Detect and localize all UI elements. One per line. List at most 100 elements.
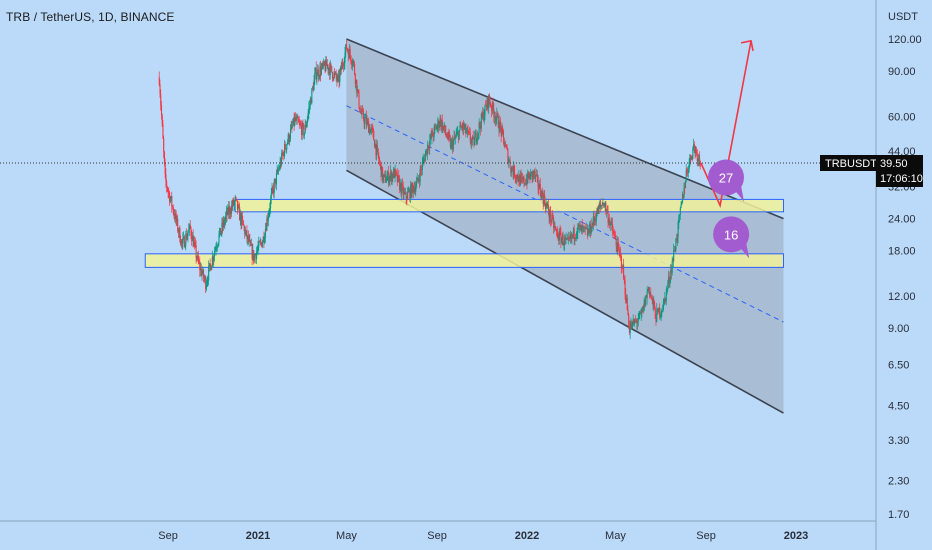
candle-body (207, 280, 209, 282)
candle-body (685, 170, 687, 182)
zone-callouts: 27 16 (707, 159, 750, 259)
y-axis[interactable]: 120.0090.0060.0044.0032.0024.0018.0012.0… (888, 34, 922, 521)
candle-body (314, 67, 317, 74)
support-zone-27[interactable] (234, 198, 784, 213)
candle-body (589, 223, 591, 234)
candle-body (478, 122, 480, 133)
candle-body (225, 215, 227, 221)
candle-body (418, 179, 420, 181)
support-zone-16[interactable] (144, 253, 784, 268)
candle-body (191, 235, 194, 241)
candle-body (639, 312, 641, 314)
candle-body (597, 208, 599, 214)
candle-body (218, 234, 220, 244)
candle-body (239, 213, 241, 221)
candle-body (609, 223, 611, 226)
candle-body (596, 208, 598, 217)
candle-body (569, 234, 572, 239)
candle-body (698, 154, 700, 160)
candle-body (361, 109, 363, 114)
candle-body (669, 279, 671, 282)
candle-body (363, 119, 365, 124)
candle-body (540, 194, 542, 199)
candle-body (690, 156, 692, 160)
candle-body (595, 216, 597, 222)
candle-body (646, 291, 648, 298)
candle-body (329, 64, 331, 75)
candle-body (433, 127, 435, 137)
candle-body (371, 127, 373, 129)
candle-body (350, 55, 352, 62)
candle-body (536, 174, 538, 177)
candle-body (645, 295, 647, 307)
candle-body (637, 319, 639, 322)
candle-body (322, 63, 324, 66)
candle-body (365, 116, 367, 125)
candle-body (392, 174, 394, 178)
candle-body (446, 137, 449, 139)
candle-body (525, 179, 527, 185)
candle-body (192, 235, 194, 247)
candle-body (469, 131, 471, 134)
candle-body (233, 199, 235, 205)
candle-body (271, 187, 273, 194)
candle-body (457, 131, 460, 140)
projection-line[interactable] (700, 40, 752, 209)
candle-body (298, 120, 300, 123)
candle-body (174, 213, 177, 220)
candle-body (552, 215, 554, 218)
candle-body (479, 122, 481, 126)
candle-body (624, 279, 626, 295)
candle-body (507, 149, 509, 163)
candle-body (408, 189, 410, 192)
candle-body (401, 183, 403, 194)
candle-body (494, 116, 496, 118)
candle-body (438, 124, 440, 129)
candle-body (614, 234, 616, 236)
last-price-tag (876, 155, 923, 187)
candle-body (279, 161, 281, 169)
candle-body (170, 196, 172, 199)
candle-body (634, 320, 636, 324)
candle-body (576, 232, 578, 235)
candle-body (643, 299, 645, 311)
candle-body (173, 212, 175, 215)
candle-body (354, 74, 356, 84)
candle-body (211, 266, 213, 271)
candle-body (376, 145, 378, 149)
candle-body (193, 241, 195, 247)
candle-body (632, 319, 634, 322)
projection-path[interactable] (700, 39, 754, 209)
channel-upper-line[interactable] (346, 38, 784, 220)
candle-body (305, 124, 307, 128)
candle-body (567, 237, 569, 239)
candle-body (518, 174, 520, 182)
candle-body (644, 299, 646, 307)
candle-body (569, 237, 571, 239)
candle-body (182, 238, 184, 244)
candle-body (621, 267, 623, 269)
candle-body (197, 255, 199, 259)
support-zones[interactable] (144, 198, 784, 268)
candle-body (515, 177, 517, 179)
candle-body (368, 127, 370, 133)
channel-midline[interactable] (346, 105, 784, 323)
candle-body (270, 193, 272, 199)
candle-body (288, 134, 290, 142)
candle-body (259, 241, 261, 243)
candle-body (180, 239, 182, 245)
candle-body (611, 224, 614, 231)
x-axis[interactable]: Sep 2021 May Sep 2022 May Sep 2023 (158, 530, 808, 542)
candle-body (415, 186, 417, 193)
candle-body (639, 312, 642, 315)
candle-body (164, 162, 166, 175)
candle-body (673, 249, 675, 251)
y-tick-label: 90.00 (888, 66, 916, 78)
candle-body (690, 154, 692, 160)
candle-body (626, 297, 628, 310)
candle-body (445, 132, 447, 135)
candle-body (258, 241, 261, 243)
candle-body (472, 136, 474, 138)
candle-body (416, 177, 418, 182)
